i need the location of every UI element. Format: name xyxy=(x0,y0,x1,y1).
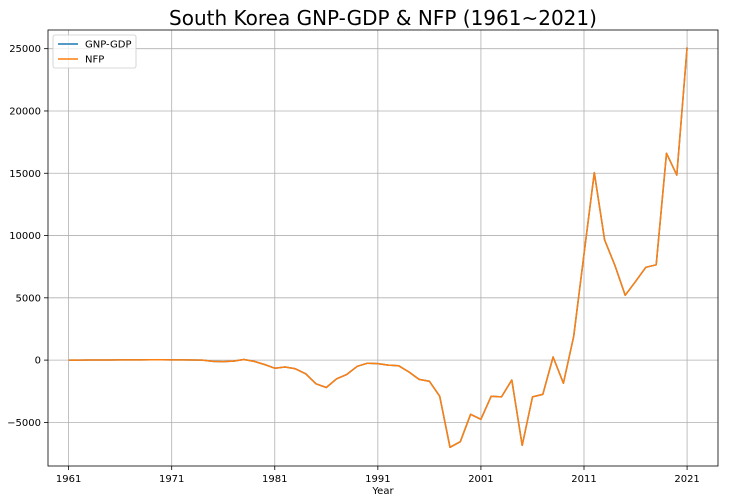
y-tick-label: 5000 xyxy=(16,293,41,304)
x-tick-label: 1981 xyxy=(262,474,287,485)
plot-frame xyxy=(47,29,719,467)
y-tick-label: 10000 xyxy=(9,231,41,242)
x-ticks: 1961 1971 1981 1991 2001 2011 2021 xyxy=(56,466,700,485)
legend: GNP-GDP NFP xyxy=(52,34,137,69)
legend-label: NFP xyxy=(85,55,104,66)
x-axis-label: Year xyxy=(371,486,394,497)
y-tick-label: 0 xyxy=(35,356,41,367)
series-line-nfp xyxy=(68,47,688,449)
chart-title: South Korea GNP-GDP & NFP (1961~2021) xyxy=(169,6,597,30)
y-tick-label: 20000 xyxy=(9,106,41,117)
x-tick-label: 1991 xyxy=(365,474,390,485)
x-tick-label: 1971 xyxy=(159,474,184,485)
x-tick-label: 2001 xyxy=(468,474,493,485)
x-tick-label: 2011 xyxy=(571,474,596,485)
grid xyxy=(48,30,718,466)
series-lines xyxy=(68,47,688,449)
legend-label: GNP-GDP xyxy=(85,40,132,51)
y-tick-label: −5000 xyxy=(7,418,41,429)
y-tick-label: 15000 xyxy=(9,169,41,180)
x-tick-label: 1961 xyxy=(56,474,81,485)
y-tick-label: 25000 xyxy=(9,44,41,55)
y-ticks: −5000 0 5000 10000 15000 20000 25000 xyxy=(7,44,48,429)
x-tick-label: 2021 xyxy=(674,474,699,485)
